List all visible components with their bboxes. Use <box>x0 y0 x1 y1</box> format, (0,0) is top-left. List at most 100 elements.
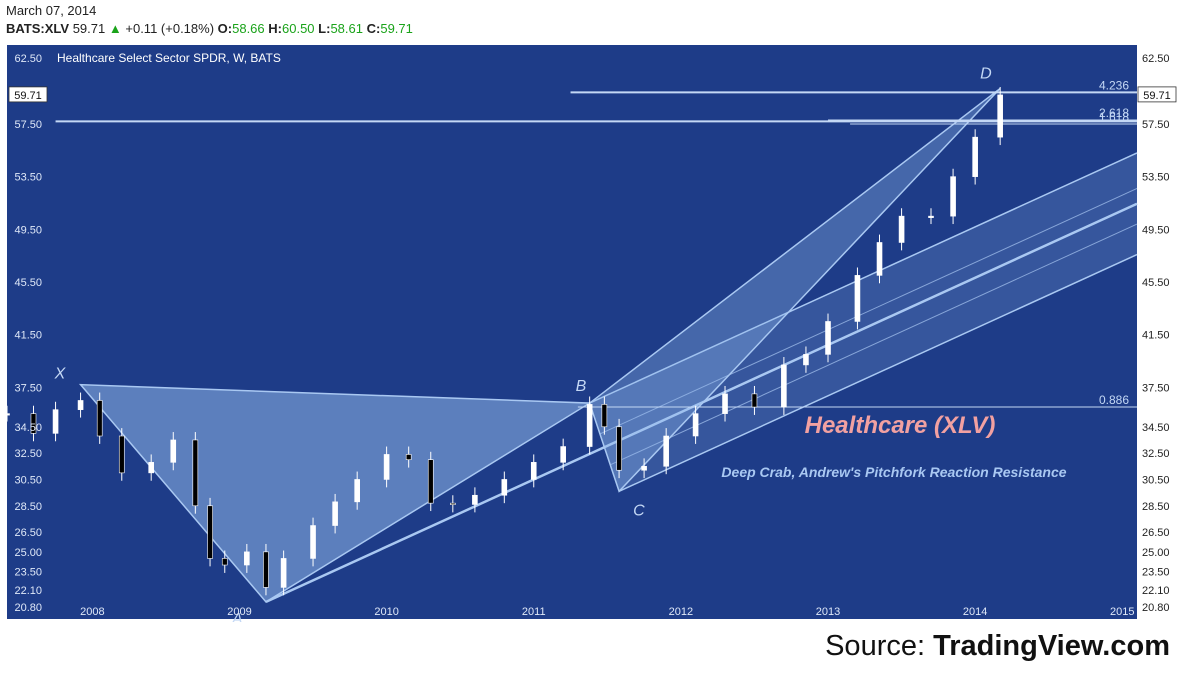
y-tick-label-right: 25.00 <box>1142 547 1170 559</box>
candle-body <box>501 479 508 496</box>
candle-body <box>354 479 360 503</box>
pitchfork-parallel-1 <box>599 188 1138 435</box>
quote-high: 60.50 <box>282 21 315 36</box>
y-tick-label-right: 34.50 <box>1142 422 1170 434</box>
candle-body <box>663 435 669 467</box>
quote-low: 58.61 <box>330 21 363 36</box>
x-tick-label: 2014 <box>963 606 987 618</box>
candle-body <box>170 439 177 463</box>
current-price-label-left: 59.71 <box>14 90 42 102</box>
candle-body <box>692 413 699 437</box>
fib-level-label: 2.618 <box>1099 106 1129 120</box>
candle-body <box>997 94 1003 138</box>
chart-date: March 07, 2014 <box>6 3 97 18</box>
candle-body <box>641 465 647 471</box>
candle-body <box>781 364 787 408</box>
candle-body <box>928 215 934 218</box>
y-tick-label-right: 22.10 <box>1142 585 1170 597</box>
y-tick-label-left: 37.50 <box>14 382 42 394</box>
y-tick-label-left: 20.80 <box>14 602 42 614</box>
y-tick-label-right: 20.80 <box>1142 602 1170 614</box>
y-tick-label-right: 26.50 <box>1142 527 1170 539</box>
quote-open: 58.66 <box>232 21 265 36</box>
up-arrow-icon: ▲ <box>108 21 122 36</box>
pattern-point-label-x: X <box>54 366 67 383</box>
fib-level-label: 0.886 <box>1099 393 1129 407</box>
candle-body <box>4 413 10 416</box>
x-tick-label: 2013 <box>816 606 840 618</box>
y-tick-label-left: 34.50 <box>14 422 42 434</box>
quote-low-label: L: <box>318 21 331 36</box>
candle-body <box>118 435 125 474</box>
pattern-point-label-d: D <box>980 65 992 82</box>
candle-body <box>722 393 728 414</box>
candle-body <box>244 551 250 566</box>
candle-body <box>876 242 883 276</box>
y-tick-label-left: 41.50 <box>14 330 42 342</box>
candle-body <box>950 176 956 217</box>
quote-bar: BATS:XLV 59.71 ▲ +0.11 (+0.18%) O:58.66 … <box>6 21 413 36</box>
y-tick-label-left: 57.50 <box>14 119 42 131</box>
y-tick-label-right: 53.50 <box>1142 172 1170 184</box>
pattern-triangle-xab <box>78 383 593 603</box>
y-tick-label-left: 53.50 <box>14 172 42 184</box>
candle-body <box>898 215 905 243</box>
candle-body <box>221 558 228 566</box>
y-tick-label-right: 45.50 <box>1142 277 1170 289</box>
candle-body <box>427 459 434 504</box>
candle-body <box>530 462 537 480</box>
candle-body <box>30 413 37 434</box>
y-tick-label-left: 49.50 <box>14 224 42 236</box>
y-tick-label-left: 25.00 <box>14 547 42 559</box>
quote-last: 59.71 <box>72 21 106 36</box>
pattern-point-label-c: C <box>633 502 645 519</box>
source-brand: TradingView.com <box>933 630 1170 662</box>
candle-body <box>405 454 412 461</box>
y-tick-label-right: 32.50 <box>1142 448 1170 460</box>
y-tick-label-left: 28.50 <box>14 501 42 513</box>
plot-background <box>7 45 1137 619</box>
candle-body <box>383 454 390 480</box>
y-tick-label-left: 26.50 <box>14 527 42 539</box>
x-tick-label: 2015 <box>1110 606 1134 618</box>
y-tick-label-right: 37.50 <box>1142 382 1170 394</box>
annotation-title: Healthcare (XLV) <box>805 412 996 439</box>
y-tick-label-right: 62.50 <box>1142 53 1170 65</box>
current-price-label-right: 59.71 <box>1143 90 1171 102</box>
candle-body <box>586 404 593 447</box>
x-tick-label: 2009 <box>227 606 251 618</box>
y-tick-label-left: 23.50 <box>14 567 42 579</box>
y-tick-label-right: 23.50 <box>1142 567 1170 579</box>
candle-body <box>825 321 831 355</box>
candle-body <box>148 462 154 474</box>
candle-body <box>280 558 287 588</box>
x-tick-label: 2008 <box>80 606 104 618</box>
candle-body <box>310 525 316 559</box>
candle-body <box>263 551 269 588</box>
quote-change: +0.11 (+0.18%) <box>125 21 215 36</box>
candle-body <box>751 393 758 408</box>
candle-body <box>616 426 622 471</box>
y-tick-label-right: 28.50 <box>1142 501 1170 513</box>
current-price-marker-right <box>1137 86 1177 103</box>
pitchfork-lower-tine <box>618 253 1138 492</box>
y-tick-label-right: 57.50 <box>1142 119 1170 131</box>
source-prefix: Source: <box>825 630 934 662</box>
y-tick-label-left: 30.50 <box>14 474 42 486</box>
candle-body <box>803 354 809 366</box>
y-tick-label-right: 30.50 <box>1142 474 1170 486</box>
x-tick-label: 2012 <box>669 606 693 618</box>
candle-body <box>96 400 103 437</box>
source-credit: Source: TradingView.com <box>825 630 1170 663</box>
quote-high-label: H: <box>268 21 282 36</box>
candle-body <box>854 275 861 322</box>
x-tick-label: 2011 <box>522 606 546 618</box>
candle-body <box>332 501 338 526</box>
candle-body <box>472 494 478 505</box>
x-tick-label: 2010 <box>374 606 398 618</box>
fib-level-label: 4.236 <box>1099 78 1129 92</box>
quote-symbol: BATS:XLV <box>6 21 70 36</box>
candle-body <box>972 136 978 177</box>
pattern-triangle-bcd <box>588 87 1001 493</box>
